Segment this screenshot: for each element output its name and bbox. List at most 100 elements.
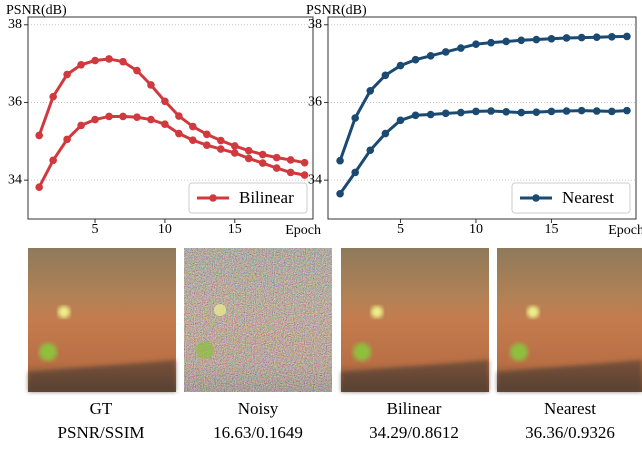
data-point [147, 81, 155, 89]
data-point [203, 141, 211, 149]
data-point [426, 110, 435, 119]
data-point [161, 97, 169, 106]
data-point [441, 109, 450, 118]
data-point [203, 130, 211, 139]
legend-box [188, 182, 308, 214]
data-point [105, 112, 113, 121]
axes-frame [27, 16, 314, 220]
data-point [441, 48, 450, 56]
y-tick-label: 38 [308, 17, 322, 32]
image-metrics: 36.36/0.9326 [525, 423, 615, 442]
data-point [300, 158, 309, 167]
data-point [487, 107, 495, 115]
data-point [592, 33, 601, 41]
data-point [77, 60, 85, 69]
plot: 34 36 38 5 10 15 PSNR(dB) Epoch Nearest [306, 3, 642, 238]
data-point [366, 146, 375, 155]
data-point [502, 107, 510, 116]
series-line [338, 109, 628, 195]
data-point [286, 156, 295, 164]
data-point [49, 92, 57, 101]
data-point [608, 107, 616, 116]
data-point [381, 129, 390, 138]
image-metrics: PSNR/SSIM [58, 423, 145, 442]
data-point [63, 135, 71, 144]
data-point [133, 66, 141, 75]
data-point [119, 112, 127, 121]
data-point [577, 106, 586, 115]
data-point [286, 168, 295, 177]
data-point [351, 168, 359, 177]
data-point [411, 55, 420, 64]
data-point [105, 55, 113, 63]
x-tick-label: 15 [544, 222, 558, 237]
legend-label: Nearest [562, 188, 614, 207]
legend-box [511, 182, 631, 214]
data-point [189, 122, 197, 131]
image-metrics: 34.29/0.8612 [369, 423, 459, 442]
data-point [258, 150, 267, 159]
x-tick-label: 5 [92, 222, 99, 237]
data-point [457, 108, 465, 117]
legend-label: Bilinear [239, 188, 294, 207]
data-point [272, 164, 281, 172]
data-point [351, 114, 359, 122]
data-point [396, 61, 405, 70]
image-bilinear [341, 248, 489, 392]
data-point [272, 153, 281, 162]
data-point [230, 142, 239, 150]
data-point [472, 107, 480, 116]
data-point [592, 107, 601, 115]
data-point [472, 40, 480, 48]
data-point [91, 115, 99, 124]
data-point [175, 129, 183, 138]
series-line [37, 57, 305, 165]
y-axis-label: PSNR(dB) [6, 3, 67, 18]
data-point [189, 136, 197, 144]
image-metrics: 16.63/0.1649 [213, 423, 303, 442]
data-point [35, 131, 43, 140]
x-axis-label: Epoch [608, 223, 642, 238]
data-point [35, 183, 43, 191]
data-point [562, 34, 571, 42]
image-label: GT [90, 399, 113, 418]
data-point [244, 146, 253, 155]
data-point [411, 111, 420, 120]
data-point [119, 57, 127, 66]
data-point [91, 56, 99, 65]
data-point [161, 120, 169, 129]
y-tick-label: 36 [308, 95, 322, 110]
data-point [49, 156, 57, 165]
data-point [133, 113, 141, 122]
data-point [517, 36, 526, 45]
data-point [547, 107, 556, 116]
data-point [532, 108, 541, 116]
image-label: Nearest [544, 399, 596, 418]
y-tick-label: 38 [8, 17, 22, 32]
data-point [426, 52, 435, 60]
series-group [35, 55, 309, 191]
data-point [175, 112, 183, 120]
y-tick-label: 36 [8, 95, 22, 110]
x-axis-label: Epoch [285, 223, 321, 238]
data-point [517, 108, 526, 117]
series-group [336, 32, 631, 198]
x-tick-label: 15 [228, 222, 242, 237]
data-point [258, 159, 267, 167]
x-tick-label: 5 [397, 222, 404, 237]
y-tick-label: 34 [308, 172, 322, 187]
data-point [336, 156, 344, 165]
plot: 34 36 38 5 10 15 PSNR(dB) Epoch Bilinear [6, 3, 321, 238]
data-point [230, 149, 239, 157]
image-label: Noisy [238, 399, 279, 418]
series-line [338, 34, 627, 162]
data-point [623, 106, 631, 115]
axes-frame [327, 16, 637, 220]
legend-marker [532, 194, 540, 202]
data-point [366, 87, 375, 95]
data-point [381, 71, 390, 80]
data-point [63, 70, 71, 79]
data-point [547, 34, 556, 43]
data-point [244, 154, 253, 163]
